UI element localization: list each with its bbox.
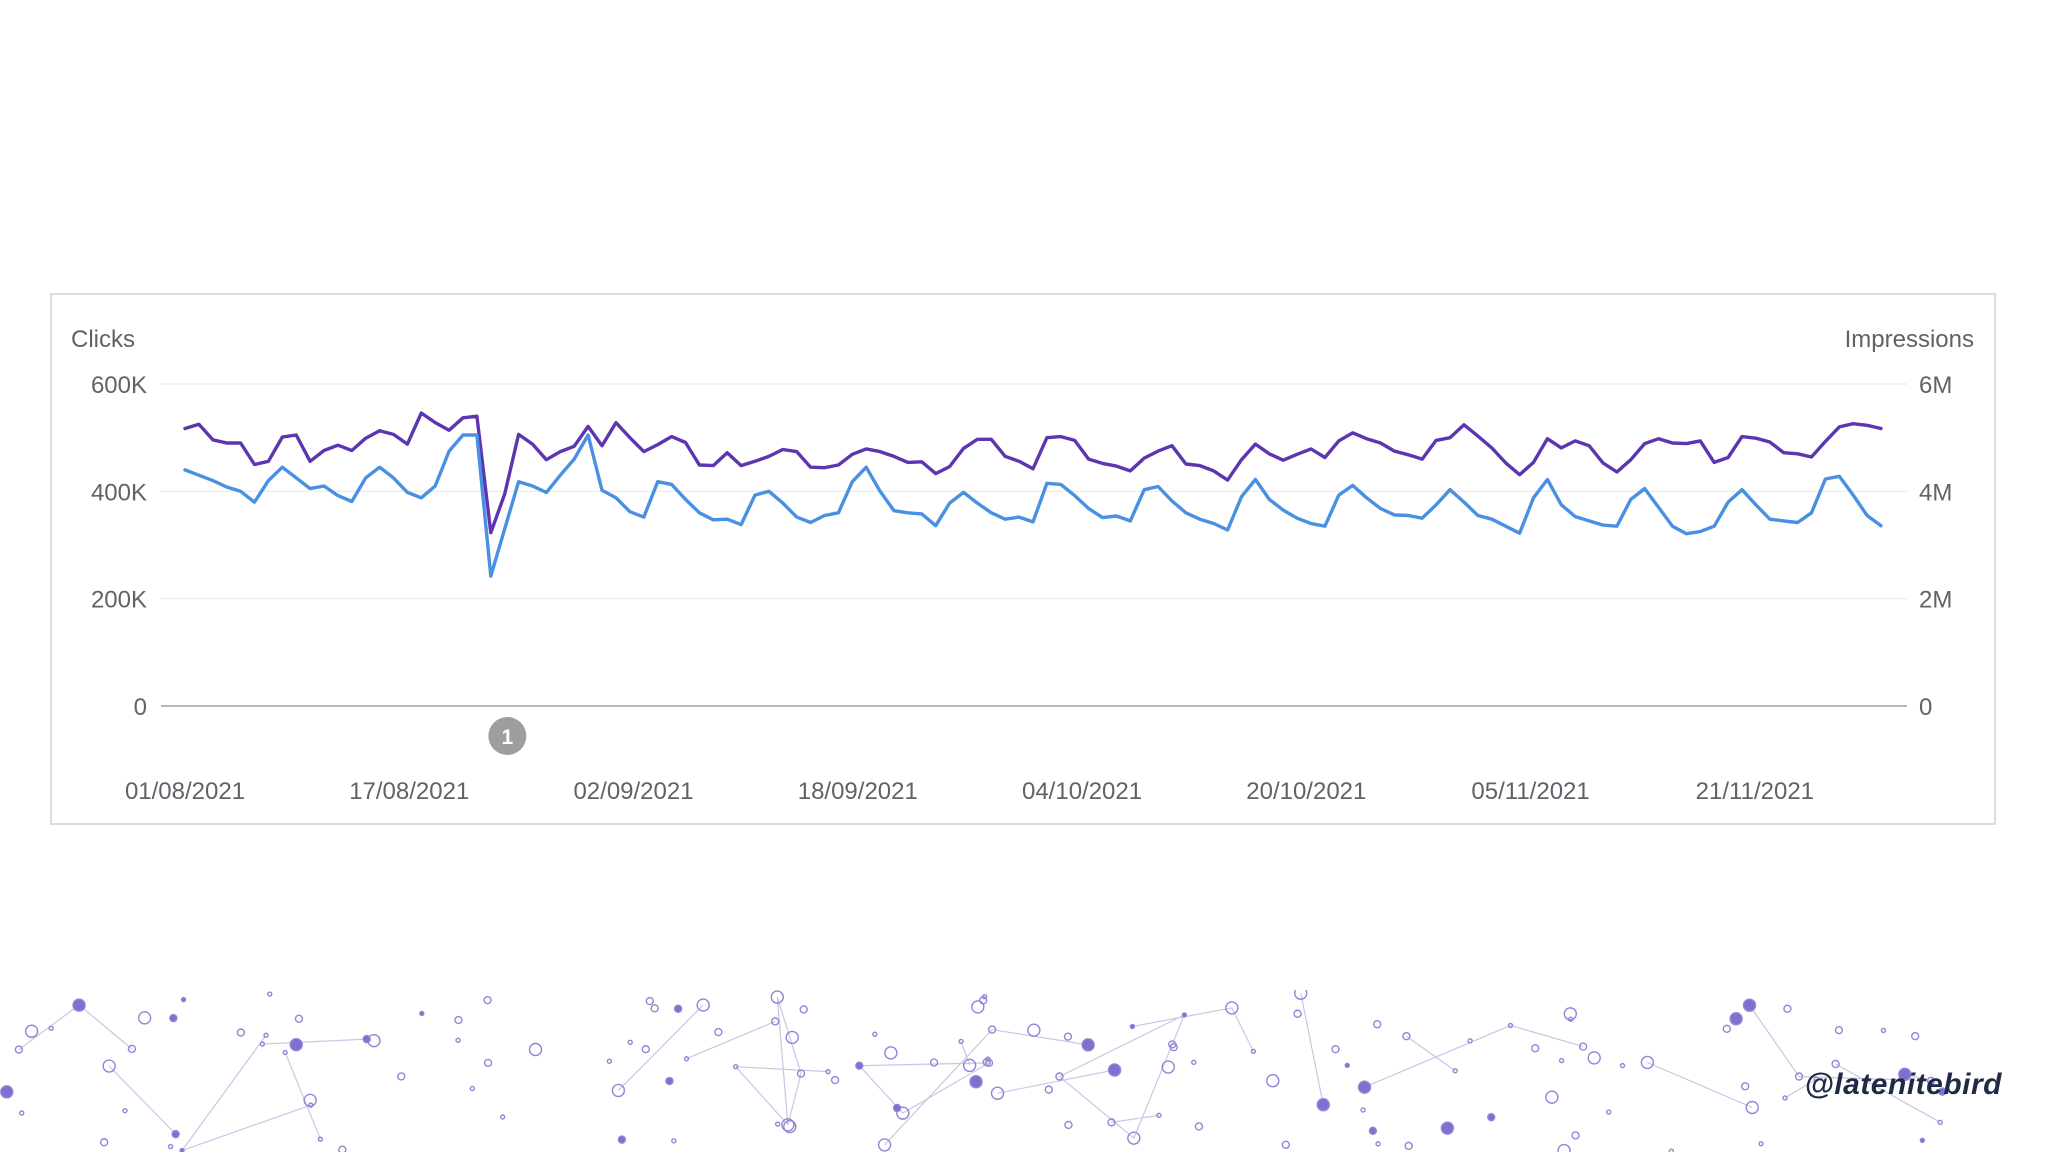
x-tick-label: 02/09/2021 <box>573 778 693 805</box>
annotation-marker[interactable] <box>488 717 527 755</box>
right-tick-label: 2M <box>1919 587 1952 614</box>
x-tick-label: 21/11/2021 <box>1696 778 1814 805</box>
x-axis-ticks: 01/08/2021 17/08/2021 02/09/2021 18/09/2021… <box>125 778 1814 805</box>
gridlines <box>161 383 1907 707</box>
x-tick-label: 05/11/2021 <box>1471 778 1589 805</box>
x-tick-label: 01/08/2021 <box>125 778 245 805</box>
network-nodes <box>0 990 1947 1152</box>
right-axis-ticks: 0 2M 4M 6M <box>1919 372 1952 721</box>
impressions-line <box>183 411 1883 535</box>
left-tick-label: 600K <box>91 372 147 399</box>
performance-chart: Clicks Impressions 0 200K 400K 600K 0 2M 4M 6M… <box>71 326 1974 805</box>
annotation-label: 1 <box>502 726 514 749</box>
x-tick-label: 17/08/2021 <box>349 778 469 805</box>
right-tick-label: 4M <box>1919 479 1952 506</box>
left-axis-ticks: 0 200K 400K 600K <box>91 372 147 721</box>
left-tick-label: 0 <box>134 694 147 721</box>
network-lines <box>18 993 1941 1152</box>
series-lines <box>183 411 1883 578</box>
clicks-line <box>183 433 1883 578</box>
x-tick-label: 18/09/2021 <box>798 778 918 805</box>
left-tick-label: 400K <box>91 479 147 506</box>
left-tick-label: 200K <box>91 587 147 614</box>
right-tick-label: 6M <box>1919 372 1952 399</box>
right-tick-label: 0 <box>1919 694 1932 721</box>
network-decoration <box>0 990 1947 1152</box>
x-tick-label: 20/10/2021 <box>1246 778 1366 805</box>
chart-card: Clicks Impressions 0 200K 400K 600K 0 2M 4M 6M… <box>50 293 1996 825</box>
x-tick-label: 04/10/2021 <box>1022 778 1142 805</box>
left-axis-title: Clicks <box>71 326 135 353</box>
annotations[interactable]: 1 <box>488 717 527 755</box>
author-handle: @latenitebird <box>1804 1068 2002 1101</box>
right-axis-title: Impressions <box>1845 326 1974 353</box>
